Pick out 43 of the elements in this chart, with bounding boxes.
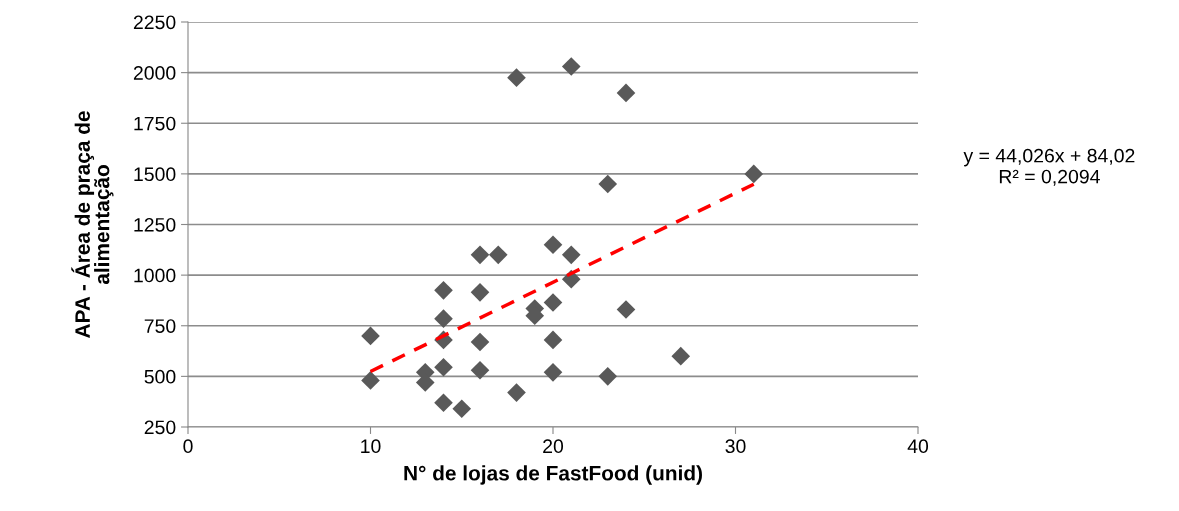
point [744, 164, 764, 184]
point [361, 326, 380, 346]
point [470, 360, 490, 380]
point [616, 83, 636, 103]
x-tick-label: 20 [543, 439, 564, 454]
x-tick-label: 0 [183, 439, 193, 454]
text: y = 44,026x + 84,02 R² = 0,2094 [963, 148, 1135, 186]
y-tick-label: 1750 [134, 116, 176, 131]
y-axis-title: APA - Área de praça de alimentação [71, 111, 114, 339]
x-axis-title: N° de lojas de FastFood (unid) [404, 465, 702, 485]
point [470, 332, 490, 352]
point [361, 371, 380, 390]
point [452, 399, 472, 419]
point [434, 357, 453, 377]
y-tick-label: 1000 [134, 268, 176, 283]
point [671, 346, 691, 366]
point [543, 293, 563, 312]
point [561, 245, 581, 265]
point [470, 245, 490, 265]
point [598, 174, 618, 194]
point [543, 363, 563, 382]
point [507, 383, 526, 402]
y-tick-label: 250 [144, 420, 176, 435]
y-tick-label: 1500 [134, 167, 176, 182]
point [598, 367, 618, 386]
x-tick-label: 30 [725, 439, 746, 454]
y-tick-label: 750 [144, 319, 176, 333]
y-tick-label: 1250 [134, 217, 176, 232]
point [434, 393, 453, 413]
x-tick-label: 40 [907, 439, 929, 454]
y-tick-label: 2250 [133, 15, 176, 30]
point [616, 300, 636, 319]
point [434, 281, 453, 300]
point [561, 57, 581, 76]
y-tick-label: 500 [144, 369, 176, 384]
point [470, 283, 490, 302]
point [488, 245, 508, 265]
y-tick-label: 2000 [133, 66, 176, 80]
point [507, 68, 526, 87]
point [543, 330, 563, 350]
point [434, 309, 453, 328]
point [543, 235, 563, 255]
x-tick-label: 10 [361, 439, 381, 454]
